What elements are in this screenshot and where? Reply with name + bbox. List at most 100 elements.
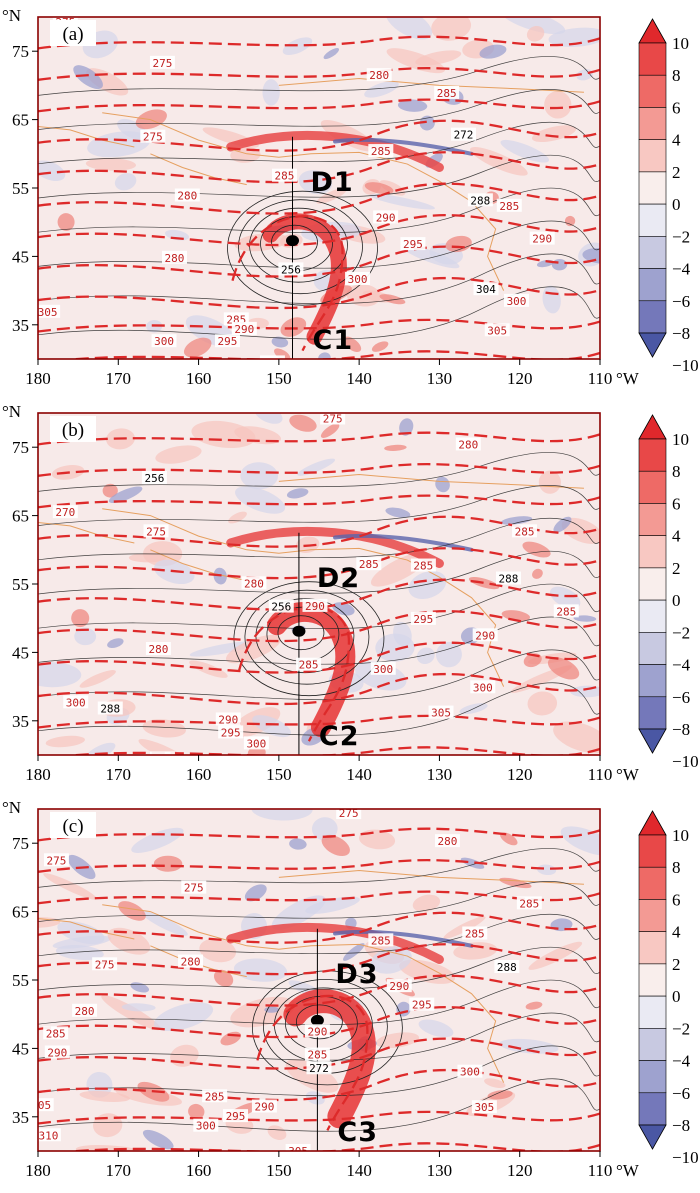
cool-patch [286, 488, 309, 499]
cool-patch [573, 615, 597, 622]
upper-cool-streak [333, 929, 474, 948]
contour-label-bg [145, 641, 171, 655]
warm-patch [199, 938, 237, 963]
cool-patch [500, 139, 550, 163]
contour-label-bg [457, 1064, 483, 1078]
height-contour [38, 616, 600, 665]
y-tick-label: 65 [12, 111, 29, 130]
cool-patch [254, 413, 283, 424]
height-contour [38, 56, 600, 96]
contour-label: 285 [556, 605, 576, 618]
contour-label: 285 [359, 558, 379, 571]
height-contour [38, 649, 600, 701]
colorbar-top-triangle [638, 810, 667, 836]
contour-label-bg [97, 701, 123, 715]
colorbar-label: 6 [672, 98, 681, 117]
cool-patch [55, 945, 104, 961]
theta-contour [38, 277, 600, 310]
x-tick-label: 160 [186, 765, 212, 784]
colorbar-label: 8 [672, 66, 681, 85]
cool-patch [318, 352, 331, 359]
panel-tag: (b) [62, 420, 84, 441]
x-tick-label: 150 [266, 765, 292, 784]
theta-contour [38, 214, 600, 247]
x-tick-label: 160 [186, 369, 212, 388]
warm-patch [528, 941, 583, 970]
warm-patch [57, 213, 75, 231]
theta-contour [38, 547, 600, 580]
cool-patch [141, 911, 188, 936]
panel-tag-bg [50, 416, 96, 442]
theta-contour [231, 215, 344, 352]
theta-contour [256, 994, 369, 1131]
contour-label-bg [141, 470, 167, 484]
colorbar-segment [638, 107, 667, 140]
theta-contour [38, 98, 600, 113]
contour-label: 275 [47, 854, 67, 867]
lower-label: C3 [337, 1117, 378, 1148]
lon-unit-label: °W [616, 1161, 640, 1180]
y-tick-label: 55 [12, 179, 29, 198]
cool-patch [364, 81, 399, 98]
contour-label: 285 [437, 87, 457, 100]
contour-label: 295 [413, 613, 433, 626]
panel-tag-bg [50, 812, 96, 838]
cool-patch [570, 685, 600, 698]
warm-patch [321, 834, 350, 857]
warm-patch [386, 48, 445, 74]
cool-patch [385, 17, 433, 40]
cool-patch [252, 715, 291, 738]
colorbar-segment [638, 866, 667, 900]
contour-label-bg [306, 1061, 332, 1075]
contour-label: 280 [458, 438, 478, 451]
colorbar-label: −8 [672, 720, 690, 739]
contour-label-bg [516, 896, 542, 910]
theta-contour [38, 714, 600, 729]
contour-label: 300 [154, 335, 174, 348]
x-tick-label: 120 [507, 369, 533, 388]
height-contour [38, 1012, 600, 1061]
contour-label: 275 [339, 807, 359, 820]
colorbar-bottom-triangle [638, 728, 667, 754]
height-contour [38, 253, 600, 305]
theta-contour [38, 431, 600, 446]
cool-patch [369, 193, 435, 210]
colorbar-label: −2 [672, 227, 690, 246]
colorbar-top-triangle [638, 414, 667, 440]
contour-label: 290 [376, 211, 396, 224]
cool-patch [416, 647, 435, 665]
warm-patch [453, 942, 498, 960]
contour-label: 290 [218, 713, 238, 726]
contour-label-bg [214, 334, 240, 348]
theta-contour [38, 641, 600, 674]
cool-patch [85, 742, 116, 755]
colorbar-label: −6 [672, 1084, 690, 1103]
warm-patch [468, 576, 500, 590]
cool-patch [235, 486, 286, 514]
cyclone-center-dot [310, 1014, 324, 1026]
contour-label: 288 [100, 702, 120, 715]
y-tick-label: 75 [12, 42, 29, 61]
warm-patch [527, 691, 558, 716]
x-tick-label: 120 [507, 1161, 533, 1180]
contour-label-bg [462, 926, 488, 940]
cool-patch [153, 1002, 214, 1031]
height-contour [38, 286, 600, 340]
contour-label-bg [434, 834, 460, 848]
warm-patch [470, 147, 528, 176]
contour-label-bg [181, 880, 207, 894]
cool-patch [399, 418, 414, 436]
contour-label: 256 [271, 601, 291, 614]
height-contour [277, 615, 325, 651]
height-contour [38, 583, 600, 630]
contour-label-bg [215, 712, 241, 726]
colorbar-label: 2 [672, 955, 681, 974]
x-tick-label: 130 [427, 369, 453, 388]
warm-patch [274, 348, 291, 359]
cool-patch [385, 507, 411, 518]
warm-patch [544, 91, 572, 119]
warm-patch [45, 735, 86, 748]
warm-patch [320, 423, 340, 438]
contour-label: 270 [55, 506, 75, 519]
